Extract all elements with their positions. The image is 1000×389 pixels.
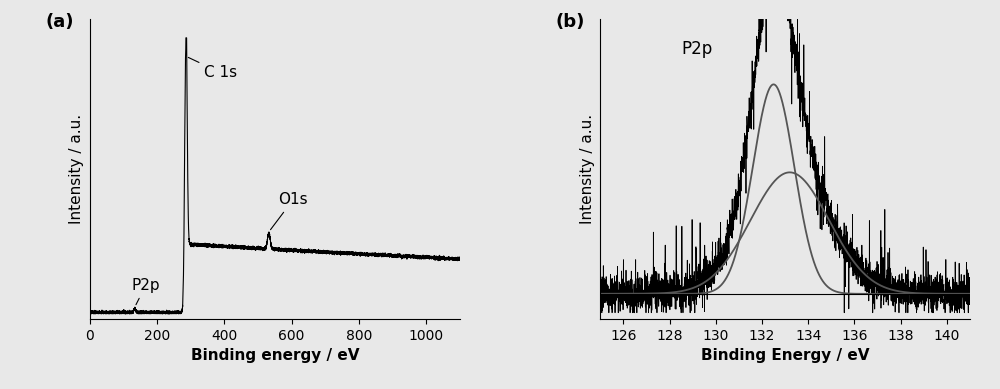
Text: (b): (b) bbox=[556, 14, 585, 32]
X-axis label: Binding Energy / eV: Binding Energy / eV bbox=[701, 348, 869, 363]
Text: O1s: O1s bbox=[270, 192, 308, 230]
Text: (a): (a) bbox=[46, 14, 74, 32]
X-axis label: Binding energy / eV: Binding energy / eV bbox=[191, 348, 359, 363]
Y-axis label: Intensity / a.u.: Intensity / a.u. bbox=[69, 114, 84, 224]
Text: P2p: P2p bbox=[682, 40, 713, 58]
Y-axis label: Intensity / a.u.: Intensity / a.u. bbox=[580, 114, 595, 224]
Text: P2p: P2p bbox=[131, 278, 160, 305]
Text: C 1s: C 1s bbox=[188, 58, 237, 80]
